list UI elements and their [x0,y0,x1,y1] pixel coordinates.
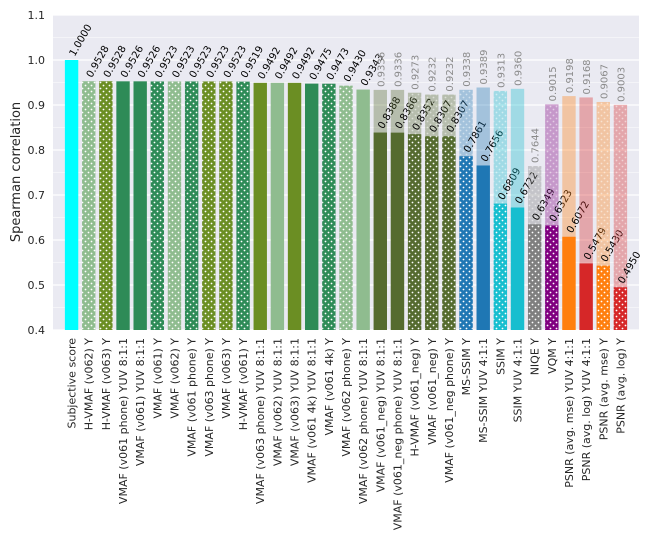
bar-pattern [613,287,628,330]
x-tick-label: PSNR (avg. mse) YUV 4:1:1 [563,338,576,488]
x-tick-label: H-VMAF (v063) Y [100,338,113,431]
x-tick-label: VMAF (v061_neg) YUV 8:1:1 [374,338,387,492]
x-tick-label: VMAF (v062 phone) YUV 8:1:1 [357,338,370,504]
x-axis: Subjective score H-VMAF (v062) Y H-VMAF (v… [66,338,628,531]
bar-pattern [407,134,422,330]
bar-pattern [99,81,113,331]
bar [116,81,130,330]
x-tick-label: PSNR (avg. log) Y [614,338,627,434]
x-tick-label: H-VMAF (v061) Y [237,338,250,431]
bar [270,82,285,330]
x-tick-label: VMAF (v063 phone) YUV 8:1:1 [254,338,267,504]
x-tick-label: PSNR (avg. log) YUV 4:1:1 [580,338,593,481]
bar-pattern [339,85,353,331]
bar [305,83,319,330]
bar [64,60,79,330]
bar-light-value-label: 0.9360 [514,51,525,86]
bar-pattern [545,225,559,330]
y-tick-label: 1.1 [28,9,46,22]
x-tick-label: VMAF (v061) YUV 8:1:1 [134,338,147,466]
y-tick-label: 0.8 [28,144,46,157]
x-tick-label: VMAF (v062) Y [168,338,181,419]
bars-group: 1.00000.95280.95280.95260.95260.95230.95… [64,23,644,331]
y-tick-label: 0.9 [28,99,46,112]
bar-light-value-label: 0.9389 [479,49,490,84]
x-tick-label: VMAF (v061 phone) Y [186,338,199,457]
bar [133,81,147,330]
bar-light-value-label: 0.9168 [582,59,593,94]
bar-light-value-label: 0.9336 [393,52,404,87]
bar-light-pattern [613,104,628,331]
y-axis-label: Spearman correlation [9,102,24,242]
bar-pattern [184,81,199,330]
y-axis: 0.4 0.5 0.6 0.7 0.8 0.9 1.0 1.1 [28,9,46,337]
bar [356,89,370,330]
bar [579,263,593,330]
bar-pattern [493,203,508,330]
bar-light-value-label: 0.9198 [565,58,576,93]
x-tick-label: VMAF (v062 phone) Y [340,338,353,457]
x-tick-label: VMAF (v063 phone) Y [203,338,216,457]
x-tick-label: SSIM YUV 4:1:1 [512,338,525,422]
bar-pattern [442,136,456,330]
x-tick-label: MS-SSIM Y [460,338,473,396]
bar [476,165,490,330]
bar [510,207,525,330]
x-tick-label: VMAF (v061 4k) YUV 8:1:1 [306,338,319,483]
x-tick-label: VQM Y [546,338,559,374]
bar-pattern [202,81,216,330]
x-tick-label: SSIM Y [494,338,507,375]
x-tick-label: VMAF (v061 phone) YUV 8:1:1 [117,338,130,504]
bar-pattern [236,81,250,331]
y-tick-label: 0.4 [28,324,46,337]
bar-light-value-label: 0.9232 [428,57,439,92]
bar-pattern [322,83,336,330]
bar-light-value-label: 0.9273 [411,55,422,90]
bar-pattern [150,81,165,330]
x-tick-label: NIQE Y [529,338,542,376]
x-tick-label: H-VMAF (v062) Y [83,338,96,431]
y-tick-label: 0.7 [28,189,46,202]
x-tick-label: VMAF (v061_neg) Y [426,338,439,445]
bar-light-value-label: 0.9232 [445,57,456,92]
bar-light-value-label: 0.9015 [548,66,559,101]
x-tick-label: VMAF (v061_neg phone) YUV 8:1:1 [391,338,404,530]
y-tick-label: 0.5 [28,279,46,292]
bar-light-value-label: 0.9336 [376,52,387,87]
x-tick-label: VMAF (v061_neg phone) Y [443,338,456,483]
bar-pattern [459,156,473,330]
x-tick-label: VMAF (v063) YUV 8:1:1 [289,338,302,466]
bar [253,82,267,330]
x-tick-label: VMAF (v063) Y [220,338,233,419]
bar [287,82,302,330]
x-tick-label: VMAF (v062) YUV 8:1:1 [271,338,284,466]
y-tick-label: 0.6 [28,234,46,247]
x-tick-label: Subjective score [66,338,79,429]
bar [562,236,576,330]
bar-pattern [167,81,182,330]
x-tick-label: VMAF (v061 4k) Y [323,338,336,436]
bar-light-value-label: 0.9313 [496,53,507,88]
bar-pattern [425,136,439,330]
bar-light-value-label: 0.9067 [599,64,610,99]
x-tick-label: MS-SSIM YUV 4:1:1 [477,338,490,443]
bar-light-value-label: 0.7644 [531,128,542,163]
bar-pattern [82,81,96,331]
bar [390,132,405,330]
bar-pattern [219,81,233,330]
y-tick-label: 1.0 [28,54,46,67]
bar-pattern [596,265,610,330]
bar-pattern [527,224,542,330]
x-tick-label: H-VMAF (v061_neg) Y [409,338,422,457]
bar-light-value-label: 0.9338 [462,52,473,87]
bar [373,132,387,330]
x-tick-label: PSNR (avg. mse) Y [597,338,610,441]
x-tick-label: VMAF (v061) Y [151,338,164,419]
bar-light-value-label: 0.9003 [616,67,627,102]
